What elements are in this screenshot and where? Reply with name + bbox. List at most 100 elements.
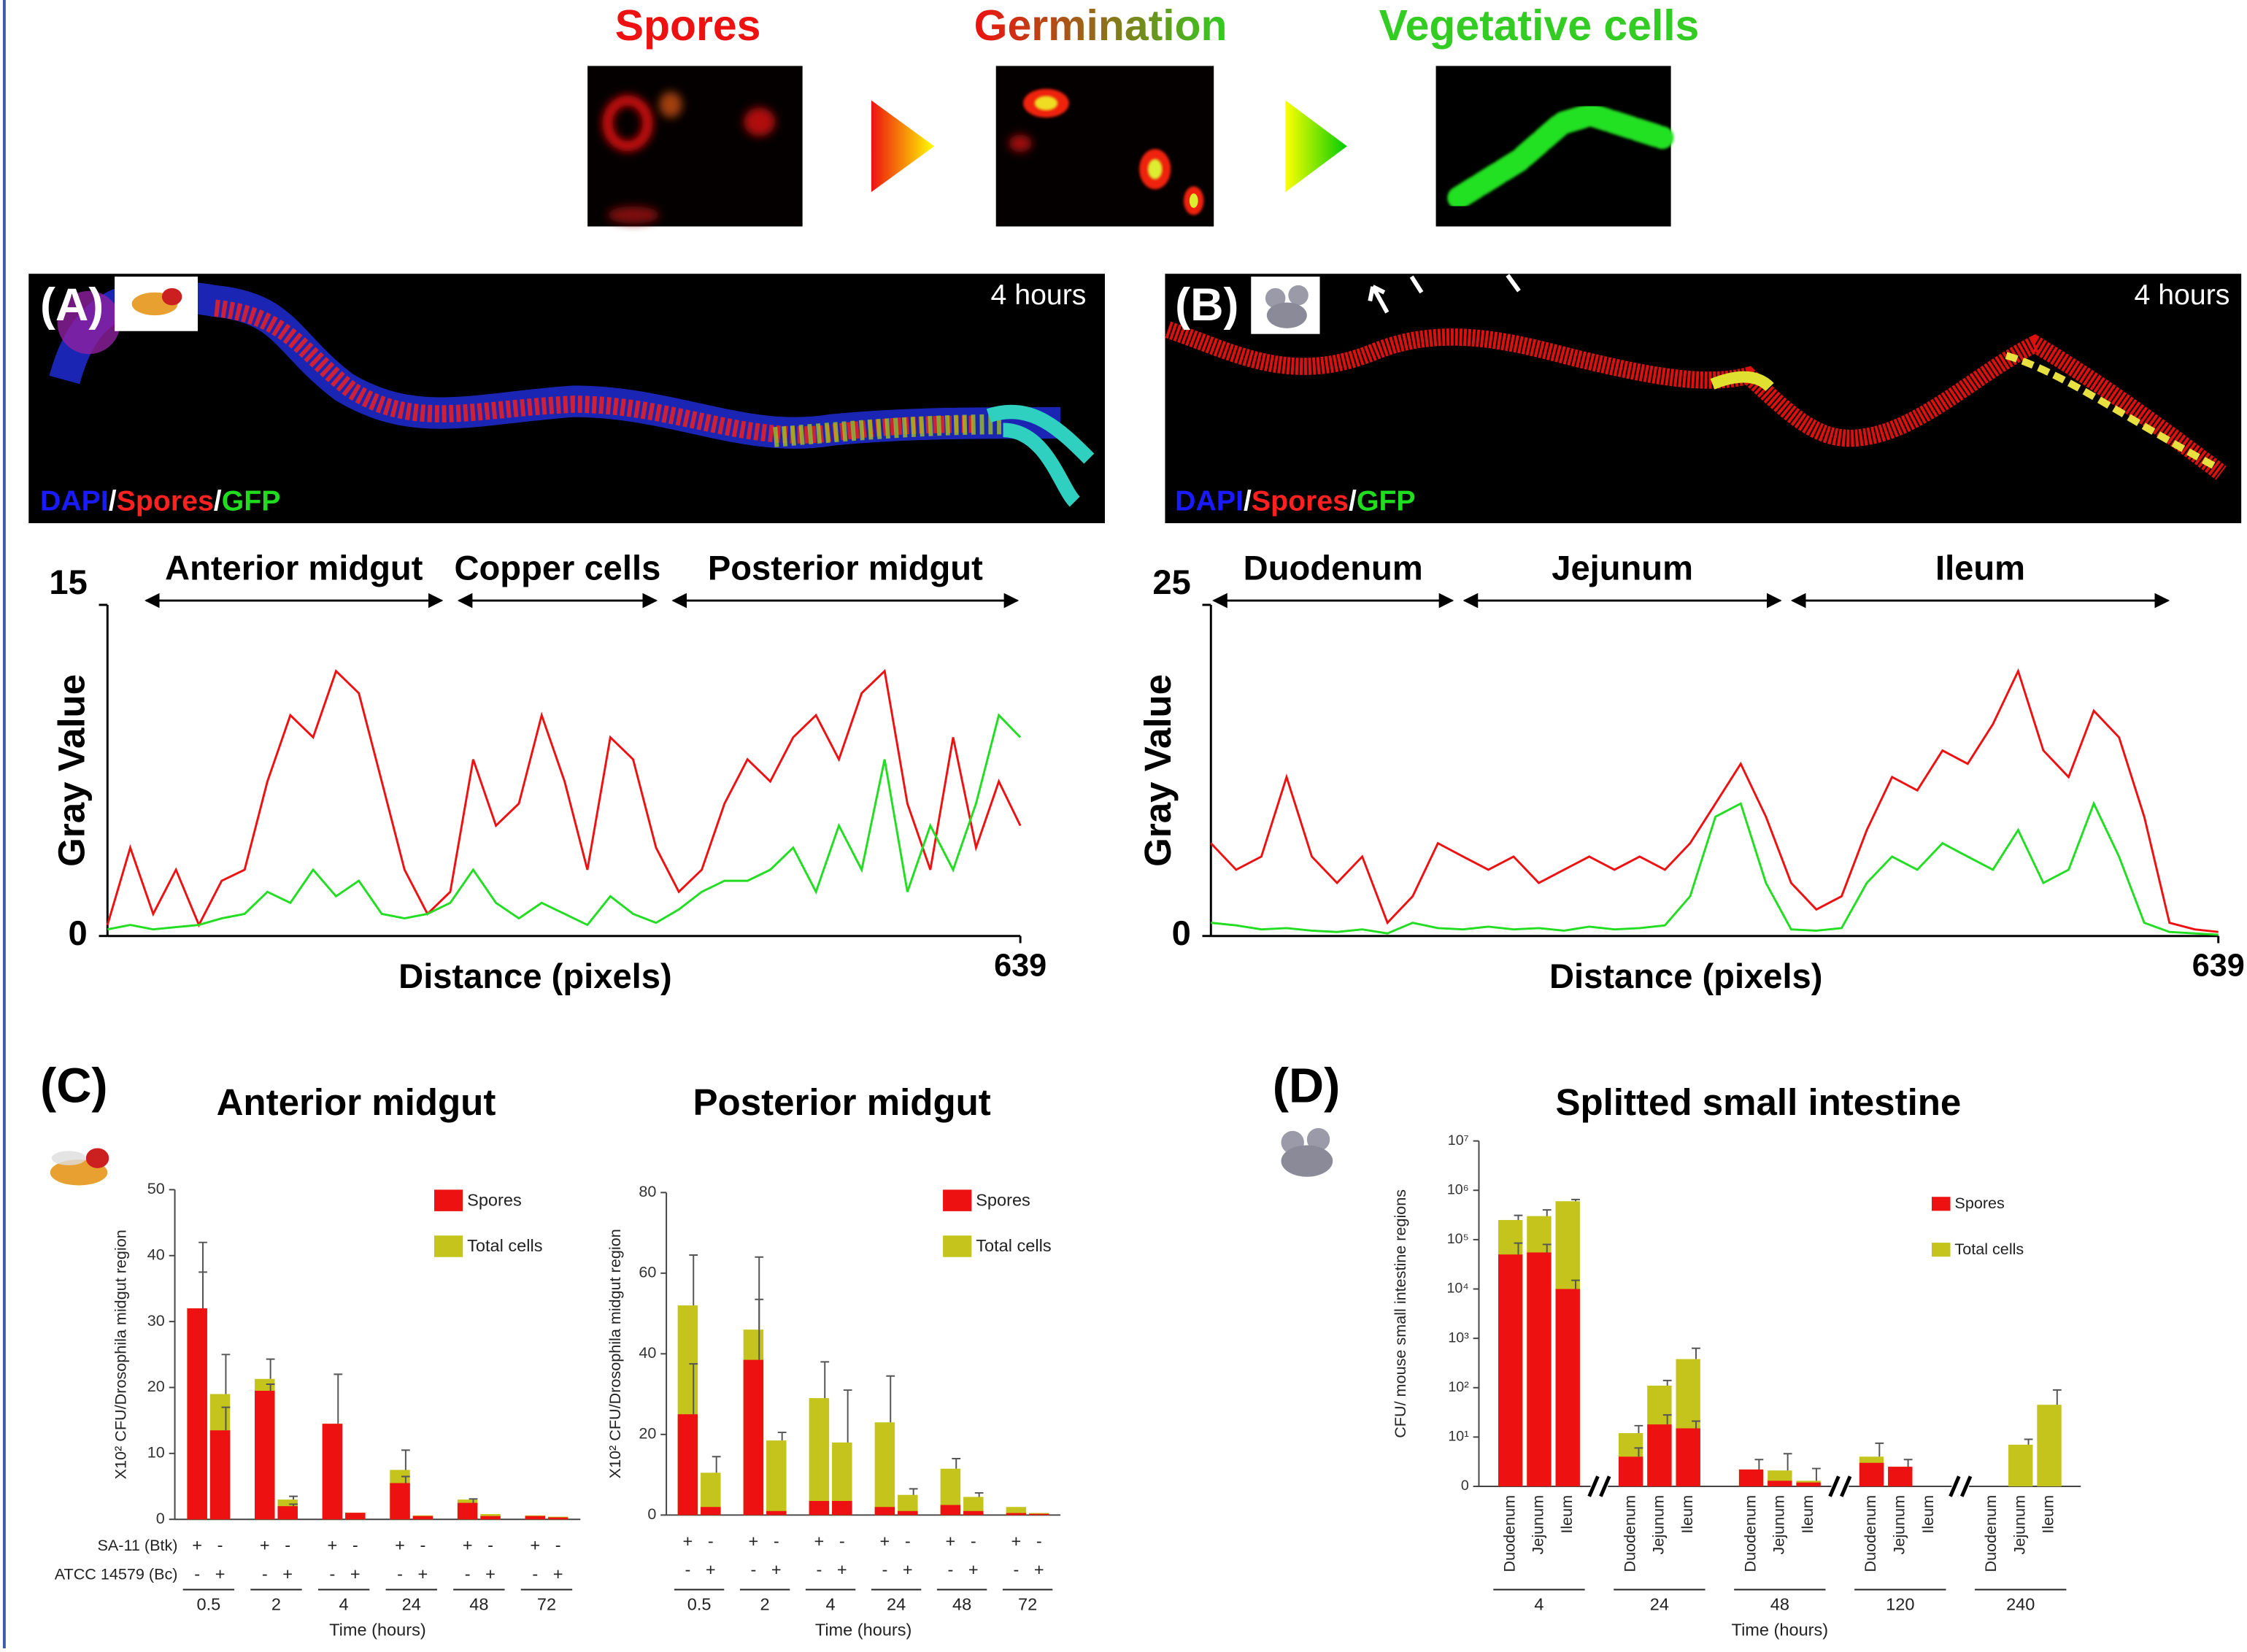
bar	[322, 1424, 343, 1520]
x-axis-label: Distance (pixels)	[398, 957, 671, 995]
profile-line	[107, 713, 1022, 931]
error-bar	[1571, 1198, 1580, 1202]
bar	[1676, 1428, 1700, 1487]
micrograph	[1435, 66, 1674, 227]
condition-sign: +	[1011, 1532, 1022, 1551]
x-tick-label: Jejunum	[2010, 1495, 2028, 1555]
y-tick-label: 0	[1172, 914, 1191, 952]
bar	[390, 1483, 410, 1520]
group-label: 24	[887, 1594, 906, 1613]
error-bar	[689, 1254, 698, 1306]
condition-sign: +	[1034, 1560, 1044, 1579]
bar	[1859, 1462, 1884, 1487]
bar	[1618, 1456, 1643, 1487]
x-tick-label: Duodenum	[1861, 1495, 1879, 1572]
stain: GFP	[1357, 485, 1416, 517]
y-axis-label: Gray Value	[1137, 674, 1179, 867]
mouse-icon	[1281, 1127, 1333, 1177]
error-bar	[974, 1491, 984, 1497]
y-tick-label: 0	[647, 1505, 656, 1523]
condition-sign: -	[532, 1564, 538, 1583]
y-tick-label: 0	[69, 914, 88, 952]
bar	[457, 1502, 478, 1520]
error-bar	[1903, 1459, 1913, 1467]
bar	[677, 1414, 698, 1516]
panel-label: (A)	[40, 279, 104, 331]
bar	[809, 1500, 830, 1516]
error-bar	[1662, 1414, 1672, 1425]
fly-icon	[50, 1148, 109, 1186]
bar	[963, 1510, 984, 1516]
condition-sign: +	[418, 1564, 428, 1583]
error-bar	[1692, 1420, 1700, 1429]
error-bar	[712, 1456, 721, 1473]
error-bar	[401, 1475, 410, 1483]
condition-sign: +	[749, 1532, 759, 1551]
condition-sign: +	[530, 1536, 540, 1555]
stain-separator: /	[109, 485, 117, 517]
group-label: 48	[952, 1594, 971, 1613]
bar	[940, 1505, 961, 1516]
group-label: 48	[1770, 1594, 1789, 1613]
bar	[277, 1506, 298, 1520]
x-tick-label: Ileum	[1678, 1495, 1696, 1534]
x-tick-label: Jejunum	[1649, 1495, 1668, 1555]
y-tick-label: 10⁴	[1446, 1281, 1468, 1297]
legend-swatch	[1931, 1197, 1951, 1211]
group-label: 24	[1650, 1594, 1669, 1613]
error-bar	[1514, 1214, 1523, 1220]
condition-sign: +	[328, 1536, 338, 1555]
x-tick-label: Ileum	[1557, 1495, 1576, 1534]
stage-label: Vegetative cells	[1379, 2, 1700, 50]
bar	[480, 1516, 501, 1520]
arrow	[1285, 100, 1347, 193]
condition-label: SA-11 (Btk)	[98, 1536, 178, 1554]
group-label: 2	[271, 1594, 281, 1613]
y-axis-label: CFU/ mouse small intestine regions	[1391, 1189, 1409, 1438]
error-bar	[2052, 1389, 2062, 1405]
error-bar	[1662, 1379, 1672, 1386]
condition-sign: +	[463, 1536, 473, 1555]
error-bar	[221, 1354, 231, 1394]
panel-label: (C)	[40, 1059, 108, 1113]
y-tick-label: 40	[147, 1245, 165, 1263]
legend-swatch	[943, 1235, 972, 1257]
stain: Spores	[117, 485, 214, 517]
x-tick-label: Duodenum	[1500, 1495, 1518, 1572]
group-label: 4	[339, 1594, 349, 1613]
y-tick-label: 15	[49, 563, 87, 601]
y-axis-label: X10² CFU/Drosophila midgut region	[112, 1230, 130, 1479]
error-bar	[820, 1361, 830, 1399]
bar	[345, 1513, 366, 1520]
x-axis-label: Time (hours)	[1732, 1621, 1829, 1640]
y-tick-label: 10⁷	[1448, 1132, 1469, 1149]
bar	[1006, 1513, 1027, 1516]
x-axis-label: Time (hours)	[815, 1621, 912, 1640]
region-label: Posterior midgut	[708, 548, 983, 587]
error-bar	[777, 1432, 787, 1441]
condition-sign: +	[260, 1536, 270, 1555]
error-bar	[266, 1383, 275, 1392]
condition-label: ATCC 14579 (Bc)	[55, 1565, 178, 1583]
stain: GFP	[222, 485, 281, 517]
bar	[1768, 1481, 1792, 1487]
x-tick-label: Ileum	[1919, 1495, 1937, 1534]
bar	[874, 1422, 895, 1516]
condition-sign: +	[903, 1560, 913, 1579]
y-tick-label: 20	[147, 1377, 165, 1395]
region-label: Copper cells	[454, 548, 660, 587]
bar	[874, 1507, 895, 1516]
error-bar	[1812, 1467, 1821, 1481]
axis-break	[1828, 1475, 1852, 1497]
bar	[743, 1359, 764, 1516]
error-bar	[1542, 1209, 1552, 1216]
error-bar	[289, 1495, 298, 1500]
y-tick-label: 10⁶	[1447, 1181, 1469, 1197]
condition-sign: -	[839, 1532, 845, 1551]
x-axis-label: Time (hours)	[329, 1621, 426, 1640]
condition-sign: -	[420, 1536, 426, 1555]
bar	[1527, 1252, 1552, 1487]
error-bar	[1542, 1243, 1552, 1253]
condition-sign: +	[814, 1532, 825, 1551]
stain: DAPI	[1175, 485, 1244, 517]
